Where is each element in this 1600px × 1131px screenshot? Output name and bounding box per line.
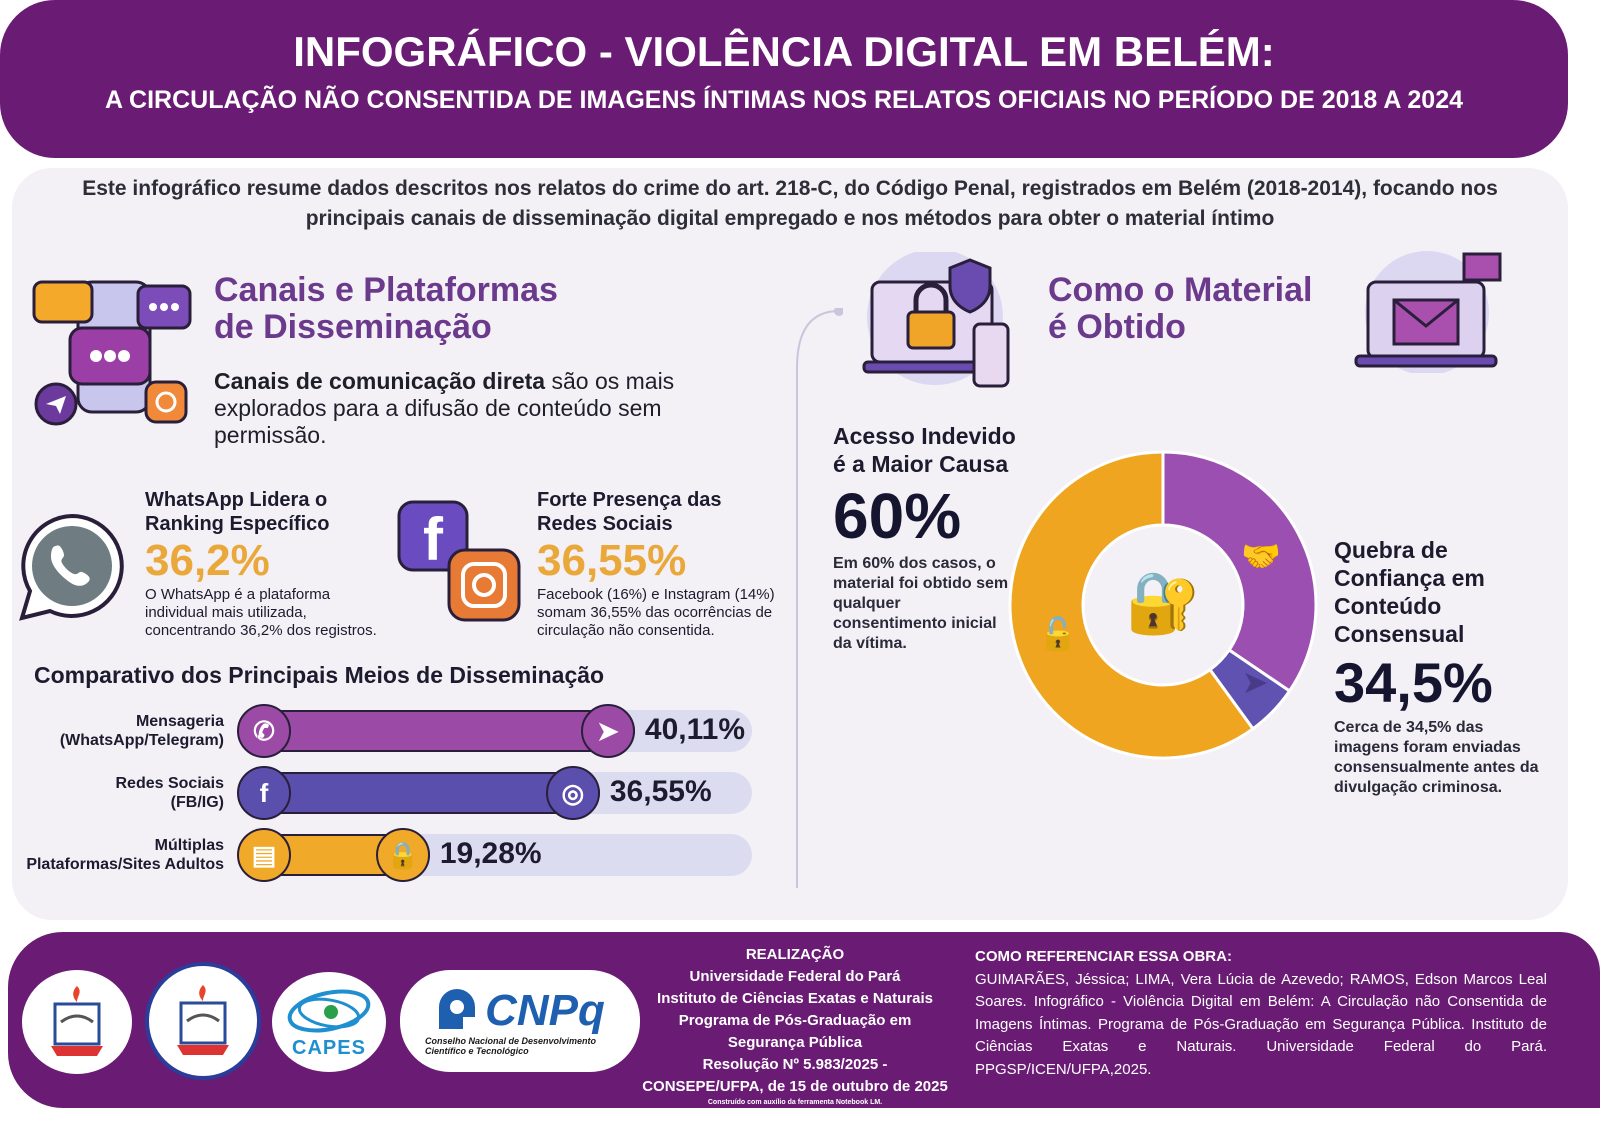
- obtained-title: Como o Material é Obtido: [1048, 272, 1312, 346]
- cnpq-subtitle: Conselho Nacional de Desenvolvimento Cie…: [425, 1036, 597, 1056]
- website-icon: ▤: [237, 828, 291, 882]
- channels-title: Canais e Plataformas de Disseminação: [214, 272, 558, 346]
- trust-title-1: Quebra de: [1334, 537, 1448, 563]
- bar-chart: Mensageria (WhatsApp/Telegram) ✆ ➤ 40,11% Red…: [0, 700, 790, 890]
- whatsapp-card: WhatsApp Lidera o Ranking Específico 36,…: [145, 488, 395, 640]
- capes-text: CAPES: [292, 1036, 366, 1059]
- trust-text: Cerca de 34,5% das imagens foram enviada…: [1334, 719, 1539, 796]
- social-card-title-1: Forte Presença das: [537, 489, 722, 511]
- bar-category-label-line: Plataformas/Sites Adultos: [26, 856, 224, 873]
- bar-value-label: 36,55%: [609, 775, 712, 808]
- handshake-icon: 🤝: [1241, 538, 1281, 574]
- trust-title-3: Conteúdo: [1334, 593, 1442, 619]
- bar: [240, 710, 635, 752]
- bar-category-label-line: (FB/IG): [170, 794, 224, 811]
- connector-line: [795, 306, 844, 888]
- donut-slice: [1161, 450, 1318, 694]
- social-text: Facebook (16%) e Instagram (14%) somam 3…: [537, 586, 775, 639]
- capes-logo: CAPES: [272, 972, 386, 1072]
- bar-value-label: 40,11%: [644, 713, 746, 746]
- ufpa-logo: [22, 970, 132, 1074]
- whatsapp-text: O WhatsApp é a plataforma individual mai…: [145, 586, 377, 639]
- chat-apps-icon: [30, 268, 195, 428]
- bar-value-label: 19,28%: [439, 837, 542, 870]
- bar-category-label-line: Redes Sociais: [115, 775, 225, 792]
- bar-category-label-line: Múltiplas: [154, 837, 224, 854]
- whatsapp-card-title-1: WhatsApp Lidera o: [145, 489, 328, 511]
- social-card-title-2: Redes Sociais: [537, 513, 673, 535]
- bar-category-label-line: (WhatsApp/Telegram): [59, 732, 224, 749]
- intro-text: Este infográfico resume dados descritos …: [82, 177, 1498, 230]
- laptop-lock-icon: [860, 249, 1020, 397]
- broken-lock-icon: 🔐: [1126, 569, 1201, 637]
- laptop-envelope-icon: [1352, 248, 1512, 378]
- main-subtitle: A CIRCULAÇÃO NÃO CONSENTIDA DE IMAGENS Í…: [104, 86, 1464, 114]
- realizacao-line: CONSEPE/UFPA, de 15 de outubro de 2025: [642, 1078, 948, 1095]
- lock-icon: 🔒: [375, 828, 430, 882]
- bar-category-label-line: Mensageria: [135, 713, 224, 730]
- bar-category-label: Redes Sociais (FB/IG): [14, 774, 225, 812]
- trust-title-2: Confiança em: [1334, 565, 1485, 591]
- obtained-title-line2: é Obtido: [1048, 308, 1186, 346]
- bar-category-label: Mensageria (WhatsApp/Telegram): [14, 712, 224, 750]
- bar-chart-title: Comparativo dos Principais Meios de Diss…: [34, 662, 605, 688]
- bar-category-label: Múltiplas Plataformas/Sites Adultos: [14, 836, 224, 874]
- cnpq-text: CNPq: [485, 986, 605, 1035]
- social-value: 36,55%: [537, 536, 687, 585]
- ppgsp-logo: [145, 962, 261, 1080]
- cause-title-2: é a Maior Causa: [833, 451, 1009, 477]
- whatsapp-icon: [16, 510, 128, 627]
- instagram-icon: ◎: [545, 766, 600, 820]
- bar: [240, 772, 600, 814]
- realizacao-line: Instituto de Ciências Exatas e Naturais: [657, 990, 933, 1007]
- realizacao-heading: REALIZAÇÃO: [745, 946, 845, 963]
- facebook-icon: f: [237, 766, 291, 820]
- whatsapp-icon: ✆: [237, 704, 291, 758]
- svg-text:f: f: [423, 506, 444, 573]
- realizacao-line: Universidade Federal do Pará: [689, 968, 901, 985]
- whatsapp-value: 36,2%: [145, 536, 270, 585]
- channels-lead: Canais de comunicação direta são os mais…: [214, 368, 744, 449]
- realizacao-line: Segurança Pública: [727, 1034, 863, 1051]
- donut-chart: 🤝 ➤ 🔓 🔐: [1003, 445, 1323, 765]
- realizacao-block: REALIZAÇÃO Universidade Federal do Pará …: [630, 944, 960, 1107]
- obtained-title-line1: Como o Material: [1048, 271, 1313, 309]
- paper-plane-icon: ➤: [1242, 664, 1269, 700]
- header-banner: INFOGRÁFICO - VIOLÊNCIA DIGITAL EM BELÉM…: [0, 0, 1568, 158]
- main-title: INFOGRÁFICO - VIOLÊNCIA DIGITAL EM BELÉM…: [293, 28, 1275, 75]
- cnpq-logo: CNPq Conselho Nacional de Desenvolviment…: [400, 970, 640, 1072]
- reference-block: COMO REFERENCIAR ESSA OBRA: GUIMARÃES, J…: [975, 946, 1547, 1081]
- realizacao-line: Resolução Nº 5.983/2025 -: [702, 1056, 888, 1073]
- reference-text: GUIMARÃES, Jéssica; LIMA, Vera Lúcia de …: [975, 970, 1547, 1078]
- reference-title: COMO REFERENCIAR ESSA OBRA:: [975, 948, 1232, 965]
- whatsapp-card-title-2: Ranking Específico: [145, 513, 330, 535]
- credit-note: Construído com auxílio da ferramenta Not…: [707, 1099, 883, 1106]
- trust-block: Quebra de Confiança em Conteúdo Consensu…: [1334, 536, 1564, 798]
- cause-value: 60%: [833, 480, 962, 552]
- trust-title-4: Consensual: [1334, 621, 1465, 647]
- facebook-instagram-icon: f: [395, 498, 525, 628]
- telegram-icon: ➤: [580, 704, 635, 758]
- social-card: Forte Presença das Redes Sociais 36,55% …: [537, 488, 787, 640]
- open-lock-icon: 🔓: [1038, 616, 1078, 652]
- cause-text: Em 60% dos casos, o material foi obtido …: [833, 555, 1009, 652]
- cause-title-1: Acesso Indevido: [833, 423, 1016, 449]
- cause-block: Acesso Indevido é a Maior Causa 60% Em 6…: [833, 422, 1043, 654]
- trust-value: 34,5%: [1334, 651, 1493, 714]
- channels-lead-text: são os mais explorados para a difusão de…: [214, 368, 675, 448]
- channels-lead-bold: Canais de comunicação direta: [214, 368, 546, 394]
- realizacao-line: Programa de Pós-Graduação em: [678, 1012, 912, 1029]
- channels-title-line1: Canais e Plataformas: [214, 271, 558, 309]
- donut-slice: [1008, 450, 1256, 760]
- channels-title-line2: de Disseminação: [214, 308, 492, 346]
